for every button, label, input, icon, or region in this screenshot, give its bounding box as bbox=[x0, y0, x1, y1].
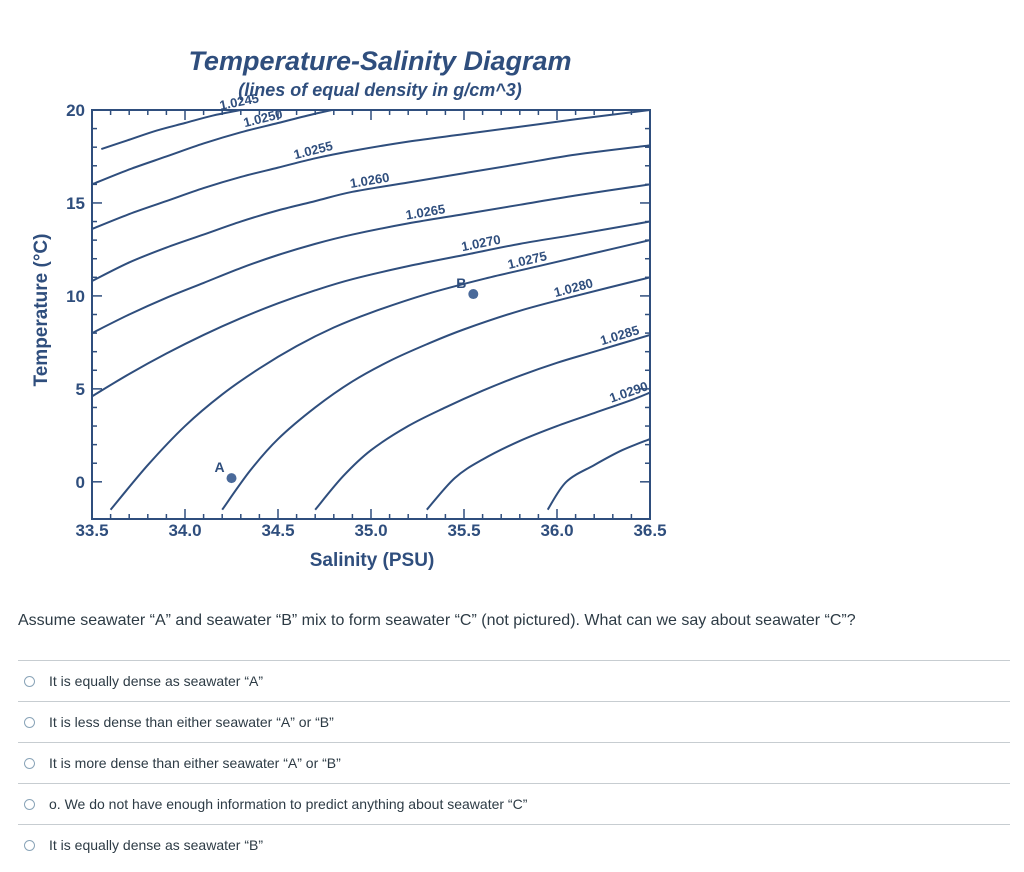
answer-label: It is more dense than either seawater “A… bbox=[49, 755, 341, 771]
plot-frame bbox=[91, 109, 651, 520]
water-points: AB bbox=[214, 275, 479, 484]
answer-option-2[interactable]: It is less dense than either seawater “A… bbox=[18, 701, 1010, 742]
x-tick-label: 35.0 bbox=[354, 521, 387, 540]
point-B bbox=[468, 289, 479, 300]
density-label: 1.0265 bbox=[405, 201, 447, 222]
density-curve-unlabeled bbox=[546, 438, 650, 511]
density-curve-1.0270 bbox=[92, 220, 650, 398]
y-tick-label: 10 bbox=[66, 287, 85, 306]
y-tick-label: 15 bbox=[66, 194, 85, 213]
radio-icon[interactable] bbox=[24, 716, 35, 728]
answer-list: It is equally dense as seawater “A” It i… bbox=[18, 660, 1010, 865]
density-curve-1.0260 bbox=[92, 144, 650, 282]
x-tick-label: 36.0 bbox=[540, 521, 573, 540]
x-tick-label: 34.0 bbox=[168, 521, 201, 540]
density-label: 1.0260 bbox=[349, 170, 391, 191]
x-tick-label: 36.5 bbox=[633, 521, 666, 540]
radio-icon[interactable] bbox=[24, 839, 35, 851]
density-curve-1.0250 bbox=[92, 110, 338, 186]
density-curve-1.0265 bbox=[92, 183, 650, 334]
density-curve-1.0245 bbox=[100, 110, 246, 150]
point-label-B: B bbox=[456, 275, 466, 291]
radio-icon[interactable] bbox=[24, 675, 35, 687]
y-tick-label: 0 bbox=[76, 473, 85, 492]
density-curve-1.0275 bbox=[109, 239, 650, 511]
chart-title: Temperature-Salinity Diagram bbox=[188, 46, 571, 76]
answer-label: It is less dense than either seawater “A… bbox=[49, 714, 334, 730]
x-tick-label: 33.5 bbox=[75, 521, 108, 540]
radio-icon[interactable] bbox=[24, 798, 35, 810]
y-tick-label: 5 bbox=[76, 380, 85, 399]
density-curves bbox=[92, 110, 650, 511]
density-curve-1.0255 bbox=[92, 110, 650, 230]
y-axis-label: Temperature (°C) bbox=[31, 234, 52, 387]
answer-option-1[interactable]: It is equally dense as seawater “A” bbox=[18, 660, 1010, 701]
answer-label: It is equally dense as seawater “B” bbox=[49, 837, 263, 853]
y-tick-label: 20 bbox=[66, 101, 85, 120]
x-tick-labels: 33.5 34.0 34.5 35.0 35.5 36.0 36.5 bbox=[75, 521, 666, 540]
point-A bbox=[226, 473, 237, 484]
x-axis-label: Salinity (PSU) bbox=[310, 550, 435, 571]
answer-option-5[interactable]: It is equally dense as seawater “B” bbox=[18, 824, 1010, 865]
question-text: Assume seawater “A” and seawater “B” mix… bbox=[18, 612, 856, 629]
answer-option-4[interactable]: o. We do not have enough information to … bbox=[18, 783, 1010, 824]
radio-icon[interactable] bbox=[24, 757, 35, 769]
density-curve-1.0280 bbox=[221, 276, 650, 511]
y-tick-labels: 0 5 10 15 20 bbox=[66, 101, 85, 492]
answer-label: It is equally dense as seawater “A” bbox=[49, 673, 263, 689]
answer-option-3[interactable]: It is more dense than either seawater “A… bbox=[18, 742, 1010, 783]
ts-diagram: Temperature-Salinity Diagram (lines of e… bbox=[31, 46, 667, 571]
density-curve-1.0285 bbox=[314, 333, 650, 511]
point-label-A: A bbox=[214, 459, 224, 475]
answer-label: o. We do not have enough information to … bbox=[49, 796, 528, 812]
x-tick-label: 35.5 bbox=[447, 521, 480, 540]
x-tick-label: 34.5 bbox=[261, 521, 294, 540]
density-curve-1.0290 bbox=[426, 391, 650, 511]
axis-ticks bbox=[91, 109, 651, 519]
chart-subtitle: (lines of equal density in g/cm^3) bbox=[238, 80, 522, 100]
